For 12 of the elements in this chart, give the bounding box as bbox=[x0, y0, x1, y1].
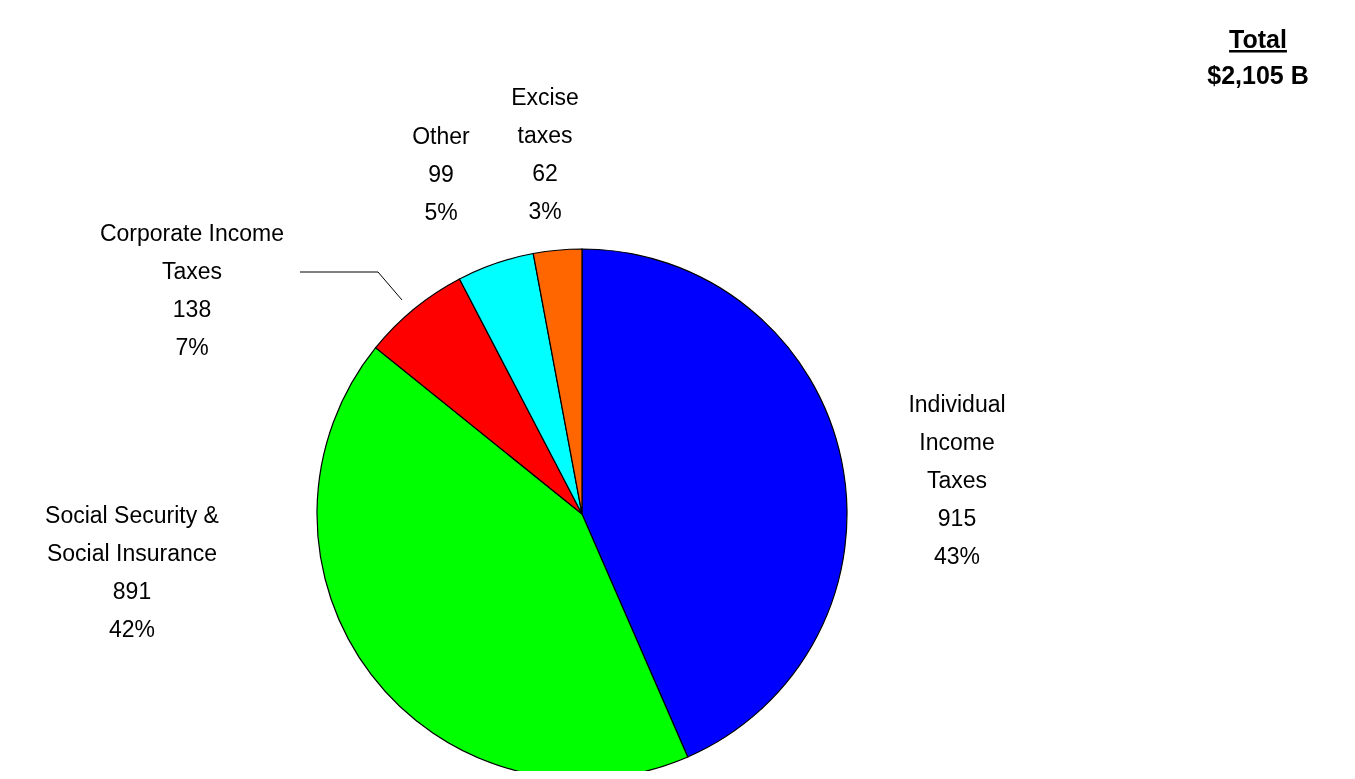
data-label: 891 42% bbox=[108, 578, 156, 642]
slice-label: Excise taxes bbox=[511, 84, 579, 148]
data-label: 99 5% bbox=[424, 161, 458, 225]
slice-label: Social Security & Social Insurance bbox=[45, 502, 219, 566]
data-label: 138 7% bbox=[172, 296, 212, 360]
data-label: 915 43% bbox=[933, 505, 981, 569]
data-label: 62 3% bbox=[528, 160, 562, 224]
slice-label: Corporate Income Taxes bbox=[99, 220, 285, 284]
slice-label: Individual Income Taxes bbox=[908, 391, 1006, 493]
slice-label: Other bbox=[412, 123, 471, 149]
text: Total bbox=[1229, 25, 1287, 53]
text: $2,105 B bbox=[1207, 61, 1309, 89]
